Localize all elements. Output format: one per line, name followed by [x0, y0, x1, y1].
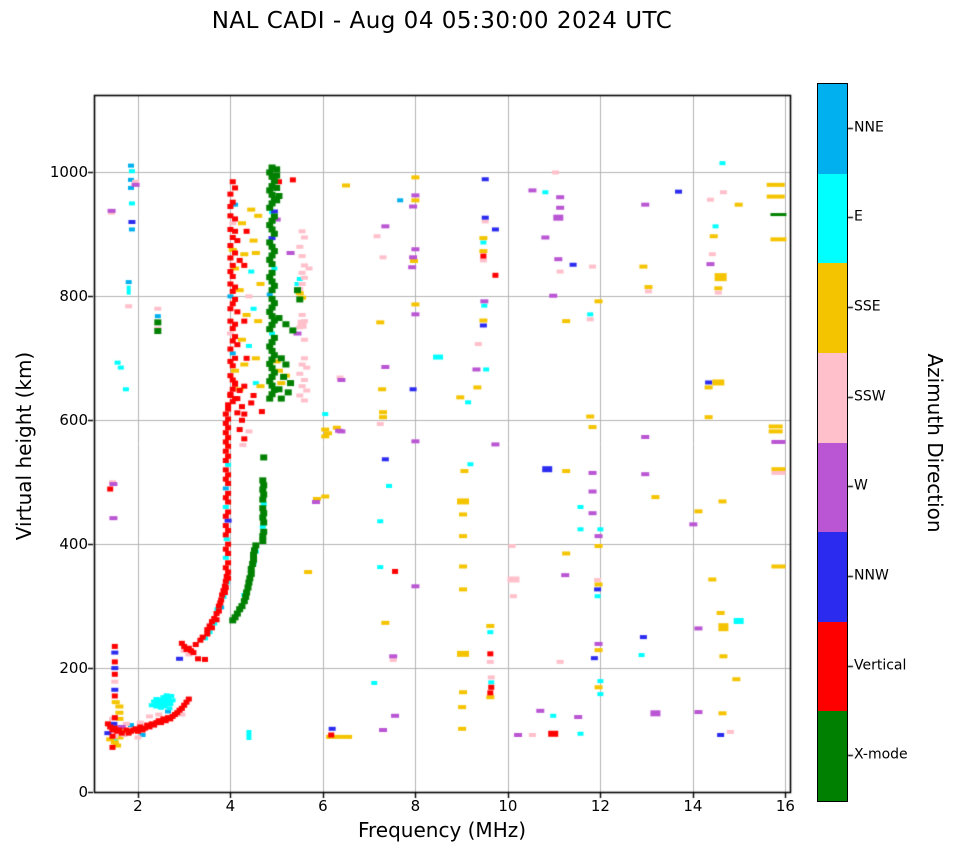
colorbar-segment-e	[818, 173, 847, 264]
colorbar-label-x-mode: X-mode	[854, 746, 908, 763]
plot-title: NAL CADI - Aug 04 05:30:00 2024 UTC	[211, 8, 673, 34]
colorbar-segment-nne	[818, 84, 847, 174]
y-tick-label: 800	[59, 287, 88, 306]
colorbar-segment-w	[818, 442, 847, 533]
colorbar-label-vertical: Vertical	[854, 657, 907, 674]
colorbar-segment-ssw	[818, 352, 847, 443]
x-tick-label: 10	[498, 797, 518, 815]
x-tick-label: 16	[775, 797, 795, 815]
x-tick-label: 12	[590, 797, 610, 815]
y-tick-label: 400	[59, 535, 88, 554]
colorbar-label-w: W	[854, 477, 868, 494]
colorbar-segment-nnw	[818, 532, 847, 622]
colorbar-label-nnw: NNW	[854, 567, 889, 584]
x-tick-label: 2	[133, 797, 143, 815]
x-axis-label: Frequency (MHz)	[357, 818, 527, 842]
colorbar-label-nne: NNE	[854, 119, 884, 136]
x-tick-label: 14	[683, 797, 703, 815]
y-tick-label: 0	[78, 783, 88, 801]
colorbar-label-ssw: SSW	[854, 388, 886, 405]
colorbar-segment-vertical	[818, 621, 847, 712]
azimuth-colorbar	[817, 83, 848, 802]
colorbar-label-e: E	[854, 208, 863, 225]
x-tick-label: 4	[225, 797, 236, 815]
y-tick-label: 200	[59, 659, 88, 678]
y-tick-label: 600	[59, 411, 88, 430]
x-tick-label: 8	[410, 797, 421, 815]
colorbar-label-sse: SSE	[854, 298, 881, 315]
y-tick-label: 1000	[49, 163, 88, 182]
colorbar-segment-sse	[818, 263, 847, 353]
colorbar-segment-x-mode	[818, 711, 847, 801]
colorbar-axis-label: Azimuth Direction	[923, 353, 947, 533]
x-tick-label: 6	[318, 797, 328, 815]
